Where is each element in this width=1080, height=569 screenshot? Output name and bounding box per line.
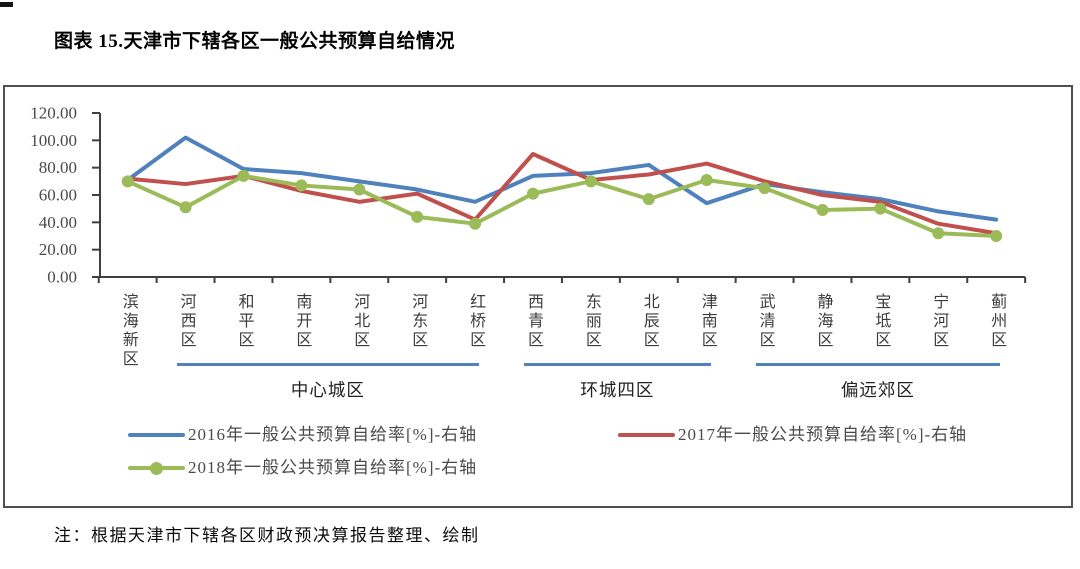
group-underline <box>176 363 480 366</box>
x-axis-label: 宁河区 <box>930 293 948 350</box>
data-point-marker <box>990 230 1003 242</box>
x-axis-label: 蓟州区 <box>988 293 1006 350</box>
data-point-marker <box>121 175 134 188</box>
legend-swatch-line <box>618 433 675 437</box>
data-point-marker <box>758 182 771 195</box>
legend-label: 2018年一般公共预算自给率[%]-右轴 <box>188 458 478 477</box>
data-point-marker <box>295 179 308 192</box>
chart-frame: 120.00 100.00 80.00 60.00 40.00 20.00 0.00 滨海新… <box>3 85 1073 508</box>
y-axis-tick-label: 100.00 <box>30 131 77 150</box>
legend-label: 2017年一般公共预算自给率[%]-右轴 <box>678 425 968 444</box>
line-chart-plot: 120.00 100.00 80.00 60.00 40.00 20.00 0.00 <box>30 104 1027 287</box>
data-point-marker <box>584 175 597 188</box>
legend-label: 2016年一般公共预算自给率[%]-右轴 <box>188 425 478 444</box>
x-axis-label: 东丽区 <box>582 293 600 350</box>
data-point-marker <box>179 201 192 214</box>
series-line-2018 <box>125 173 999 238</box>
group-underline <box>755 363 1001 366</box>
group-label: 中心城区 <box>290 380 365 400</box>
x-axis-label: 河西区 <box>177 293 195 350</box>
x-axis-label: 红桥区 <box>467 293 485 350</box>
corner-artifact <box>0 2 13 7</box>
y-axis-tick-label: 40.00 <box>39 213 77 232</box>
group-underline <box>524 363 711 366</box>
x-axis-label: 滨海新区 <box>119 293 137 369</box>
data-point-marker <box>642 193 655 206</box>
x-axis-label: 南开区 <box>293 293 311 350</box>
x-axis-label: 和平区 <box>235 293 253 350</box>
figure-title: 图表 15.天津市下辖各区一般公共预算自给情况 <box>54 31 456 52</box>
y-axis-tick-label: 120.00 <box>30 104 77 123</box>
x-axis-label: 河东区 <box>409 293 427 350</box>
x-axis-label: 西青区 <box>525 293 542 350</box>
group-label: 环城四区 <box>580 380 655 400</box>
data-point-marker <box>700 173 713 186</box>
x-axis-label: 津南区 <box>698 293 716 350</box>
y-axis-tick-label: 20.00 <box>39 240 77 259</box>
legend-swatch-dot <box>150 461 163 475</box>
data-point-marker <box>353 183 366 196</box>
data-point-marker <box>527 187 539 200</box>
x-axis-label: 宝坻区 <box>872 293 890 350</box>
data-point-marker <box>932 227 945 240</box>
y-axis-tick-label: 80.00 <box>39 158 77 177</box>
series-line-2017 <box>125 152 999 236</box>
data-point-marker <box>237 169 250 182</box>
data-point-marker <box>816 204 829 217</box>
data-point-marker <box>411 210 424 223</box>
x-axis-label: 河北区 <box>351 293 369 350</box>
y-axis-tick-label: 60.00 <box>39 186 77 205</box>
x-axis-label: 静海区 <box>814 293 832 350</box>
x-axis-label: 北辰区 <box>640 293 658 350</box>
source-note: 注：根据天津市下辖各区财政预决算报告整理、绘制 <box>54 526 480 545</box>
legend-swatch-line <box>128 433 185 437</box>
group-label: 偏远郊区 <box>840 380 915 400</box>
y-axis-tick-label: 0.00 <box>47 268 77 287</box>
data-point-marker <box>874 202 887 215</box>
series-line-2016 <box>125 135 999 222</box>
data-point-marker <box>469 217 482 230</box>
x-axis-label: 武清区 <box>756 293 774 350</box>
